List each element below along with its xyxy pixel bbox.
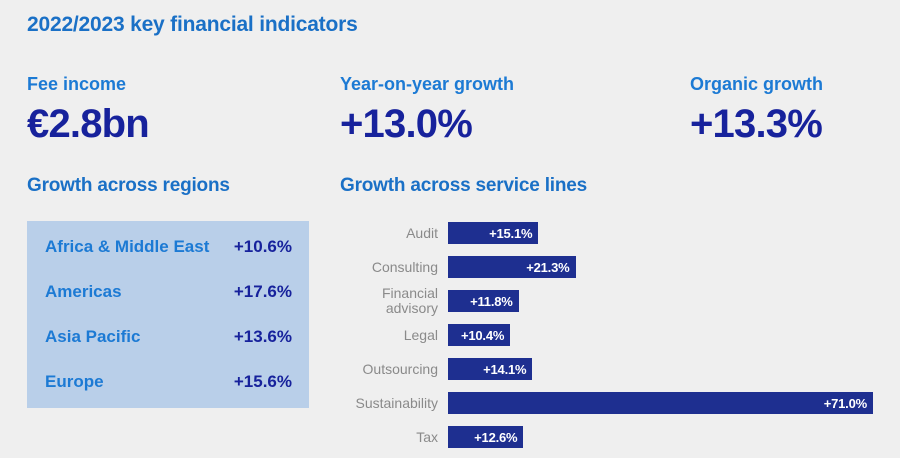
region-label: Africa & Middle East [45, 236, 210, 256]
region-row: Europe +15.6% [27, 372, 309, 392]
bar-value-label: +10.4% [460, 327, 505, 343]
region-value: +10.6% [233, 236, 292, 256]
region-row: Asia Pacific +13.6% [27, 327, 309, 347]
bar-category-label: Sustainability [355, 394, 439, 411]
bar-track: +10.4% [448, 324, 873, 346]
bar-value-label: +21.3% [526, 259, 570, 275]
bar-track: +12.6% [448, 426, 873, 448]
region-label: Asia Pacific [45, 327, 141, 347]
chart-row: Sustainability +71.0% [340, 392, 873, 414]
bar-track: +11.8% [448, 290, 873, 312]
kpi-label: Fee income [27, 74, 127, 94]
region-row: Africa & Middle East +10.6% [27, 237, 309, 257]
page-title: 2022/2023 key financial indicators [27, 13, 358, 36]
chart-row: Consulting +21.3% [340, 256, 873, 278]
bar: +10.4% [448, 324, 511, 346]
bar: +14.1% [448, 358, 533, 380]
chart-row: Outsourcing +14.1% [340, 358, 873, 380]
bar: +21.3% [448, 256, 576, 278]
region-value: +15.6% [233, 372, 292, 392]
region-value: +17.6% [233, 281, 292, 301]
kpi-value: +13.0% [340, 101, 473, 146]
regions-heading: Growth across regions [27, 175, 230, 196]
chart-row: Audit +15.1% [340, 222, 873, 244]
kpi-label: Organic growth [690, 74, 824, 94]
bar-value-label: +15.1% [489, 225, 533, 241]
chart-row: Financial advisory +11.8% [340, 286, 873, 316]
kpi-organic-growth: Organic growth +13.3% [690, 74, 823, 144]
bar-track: +14.1% [448, 358, 873, 380]
regions-table: Africa & Middle East +10.6% Americas +17.6%… [27, 221, 309, 408]
bar-track: +71.0% [448, 392, 873, 414]
bar: +71.0% [448, 392, 873, 414]
kpi-label: Year-on-year growth [340, 74, 515, 94]
service-lines-heading: Growth across service lines [340, 175, 587, 196]
kpi-year-on-year-growth: Year-on-year growth +13.0% [340, 74, 514, 144]
bar-track: +15.1% [448, 222, 873, 244]
bar-value-label: +11.8% [470, 293, 513, 309]
bar-category-label: Financial advisory [381, 285, 438, 316]
bar-category-label: Outsourcing [362, 360, 438, 377]
bar-category-label: Legal [403, 326, 438, 343]
bar-category-label: Consulting [371, 258, 438, 275]
region-label: Europe [45, 372, 104, 392]
bar: +12.6% [448, 426, 524, 448]
kpi-value: €2.8bn [27, 101, 150, 146]
bar-category-label: Audit [406, 224, 438, 241]
chart-row: Legal +10.4% [340, 324, 873, 346]
kpi-fee-income: Fee income €2.8bn [27, 74, 150, 146]
bar-category-label: Tax [416, 428, 438, 445]
region-value: +13.6% [233, 327, 292, 347]
bar-value-label: +14.1% [483, 361, 527, 377]
bar-track: +21.3% [448, 256, 873, 278]
kpi-value: +13.3% [690, 101, 823, 146]
bar-value-label: +12.6% [474, 429, 518, 445]
bar: +15.1% [448, 222, 539, 244]
service-lines-bar-chart: Audit +15.1% Consulting +21.3% Financial adv… [340, 222, 873, 448]
bar-value-label: +71.0% [823, 395, 867, 411]
region-row: Americas +17.6% [27, 282, 309, 302]
chart-row: Tax +12.6% [340, 426, 873, 448]
region-label: Americas [45, 281, 122, 301]
bar: +11.8% [448, 290, 519, 312]
